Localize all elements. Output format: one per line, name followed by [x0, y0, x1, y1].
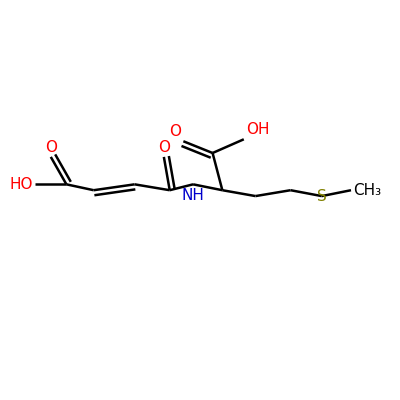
Text: HO: HO — [10, 177, 33, 192]
Text: CH₃: CH₃ — [353, 183, 381, 198]
Text: S: S — [317, 188, 327, 204]
Text: NH: NH — [182, 188, 204, 203]
Text: O: O — [158, 140, 170, 155]
Text: O: O — [170, 124, 182, 139]
Text: O: O — [45, 140, 57, 155]
Text: OH: OH — [246, 122, 269, 137]
